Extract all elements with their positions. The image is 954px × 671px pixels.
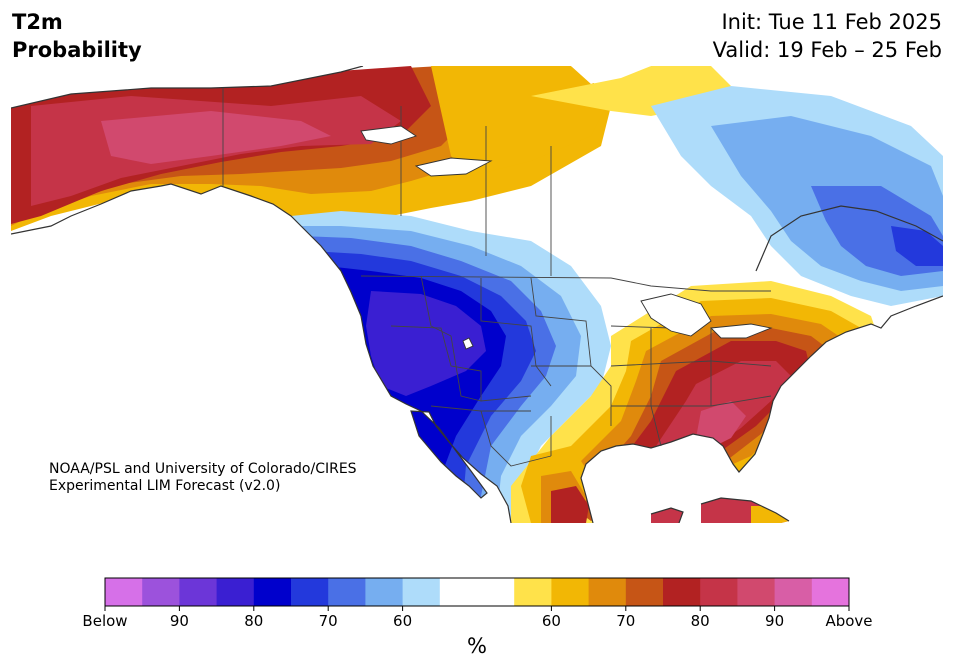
colorbar-cell [663,578,701,606]
variable-label: T2m [12,10,63,34]
colorbar-cell [588,578,627,606]
colorbar-tick-label: 60 [541,612,561,630]
product-label: Probability [12,38,142,62]
colorbar-tick-label: Below [82,612,128,630]
colorbar-cell [811,578,850,606]
units-label: % [467,634,487,658]
credit-line-1: NOAA/PSL and University of Colorado/CIRE… [49,461,357,477]
colorbar-tick-label: 60 [393,612,413,630]
colorbar-cell [291,578,329,606]
colorbar-tick-label: 90 [169,612,189,630]
colorbar-frame [104,577,850,607]
colorbar-tick-label: 70 [616,612,636,630]
colorbar [104,577,850,611]
colorbar-cell [328,578,366,606]
date-info: Init: Tue 11 Feb 2025 Valid: 19 Feb – 25… [713,8,942,64]
colorbar-cell [551,578,590,606]
colorbar-cell [439,578,515,606]
colorbar-tick-label: Above [825,612,873,630]
valid-date: Valid: 19 Feb – 25 Feb [712,38,942,62]
colorbar-cell [737,578,776,606]
colorbar-cell [700,578,738,606]
colorbar-tick-label: 90 [765,612,785,630]
colorbar-cell [216,578,255,606]
credit-text: NOAA/PSL and University of Colorado/CIRE… [49,461,357,495]
colorbar-cell [365,578,404,606]
colorbar-cell [774,578,813,606]
colorbar-cell [253,578,292,606]
colorbar-tick-label: 70 [318,612,338,630]
init-date: Init: Tue 11 Feb 2025 [721,10,942,34]
colorbar-cell [142,578,180,606]
colorbar-cell [179,578,218,606]
probability-map [11,66,943,523]
colorbar-cell [402,578,441,606]
colorbar-cell [625,578,664,606]
colorbar-cell [105,578,143,606]
credit-line-2: Experimental LIM Forecast (v2.0) [49,478,281,494]
colorbar-tick-label: 80 [690,612,710,630]
map-title: T2m Probability [12,8,142,64]
colorbar-tick-label: 80 [244,612,264,630]
colorbar-cell [514,578,552,606]
